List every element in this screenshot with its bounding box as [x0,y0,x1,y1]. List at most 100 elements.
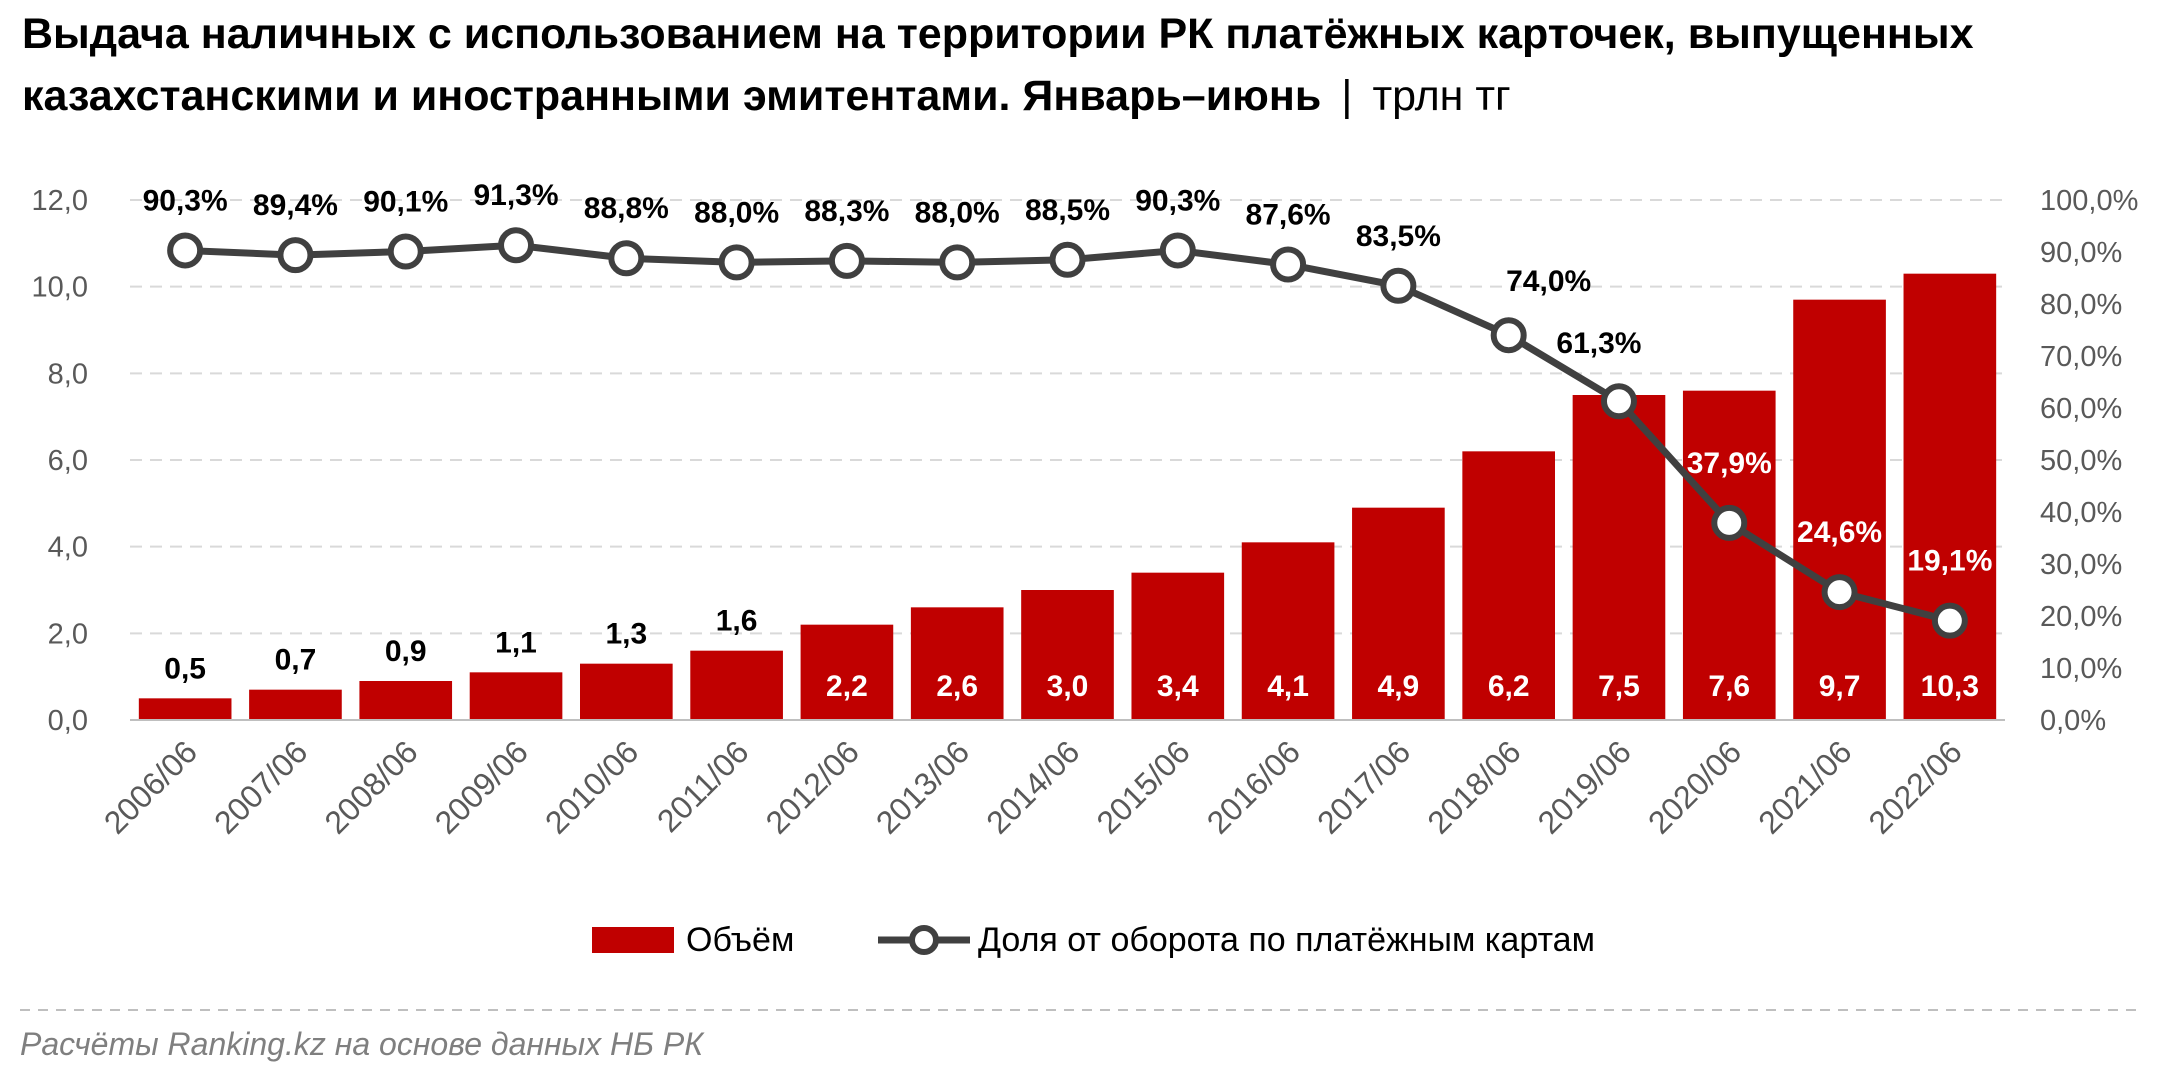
y-right-tick-label: 30,0% [2040,549,2122,581]
line-series [167,227,1968,639]
share-value-label: 19,1% [1907,545,1992,578]
share-value-label: 74,0% [1506,265,1591,298]
bar-value-label: 2,2 [826,670,868,703]
bar-value-label: 1,1 [495,626,537,659]
x-tick-label: 2015/06 [1089,733,1196,840]
x-tick-label: 2006/06 [97,733,204,840]
share-value-label: 90,3% [1135,184,1220,217]
chart-title-main: казахстанскими и иностранными эмитентами… [22,72,1321,120]
x-tick-label: 2011/06 [650,733,756,839]
share-value-label: 24,6% [1797,516,1882,549]
share-marker [1600,383,1637,420]
bar-series [138,273,1997,720]
bar [800,624,894,720]
x-tick-label: 2017/06 [1310,733,1417,840]
share-value-label: 89,4% [253,189,338,222]
share-value-label: 88,0% [915,196,1000,229]
x-tick-label: 2019/06 [1531,733,1638,840]
y-left-tick-label: 6,0 [48,445,88,477]
legend-line-label: Доля от оборота по платёжным картам [978,921,1595,959]
x-tick-label: 2020/06 [1641,733,1748,840]
y-right-tick-label: 100,0% [2040,185,2138,217]
y-left-tick-label: 2,0 [48,618,88,650]
bar-value-label: 1,6 [716,605,758,638]
bar [1462,451,1555,720]
bar-value-label: 6,2 [1488,670,1530,703]
bar [910,607,1004,720]
share-marker [939,244,976,281]
y-left-tick-label: 12,0 [32,185,88,217]
share-value-label: 91,3% [473,179,558,212]
chart-title-separator: | [1341,72,1352,120]
x-tick-label: 2013/06 [869,733,976,840]
bar-value-label: 9,7 [1819,670,1861,703]
bar-value-label: 3,4 [1157,670,1199,703]
share-marker [1821,574,1858,611]
chart-title-line-1: Выдача наличных с использованием на терр… [22,10,1974,58]
share-value-label: 88,8% [584,192,669,225]
share-marker [1490,317,1527,354]
x-tick-label: 2021/06 [1751,733,1858,840]
share-marker [1931,602,1968,639]
legend-bar-swatch [592,927,674,953]
share-marker [608,240,645,277]
y-right-tick-label: 80,0% [2040,289,2122,321]
bar-value-label: 7,6 [1708,670,1750,703]
bar [580,663,673,720]
x-tick-label: 2018/06 [1420,733,1527,840]
bar-value-label: 2,6 [936,670,978,703]
legend: Объём Доля от оборота по платёжным карта… [592,921,1595,959]
bar [359,681,453,720]
bar-value-label: 1,3 [605,618,647,651]
y-left-tick-label: 10,0 [32,272,88,304]
bar-value-label: 7,5 [1598,670,1640,703]
x-tick-label: 2016/06 [1200,733,1307,840]
y-left-tick-label: 8,0 [48,358,88,390]
bar-value-label: 4,9 [1378,670,1420,703]
x-tick-label: 2010/06 [538,733,645,840]
y-right-tick-label: 40,0% [2040,497,2122,529]
share-marker [1159,232,1196,269]
share-marker [718,244,755,281]
x-tick-label: 2014/06 [979,733,1086,840]
share-marker [498,227,535,264]
legend-line-marker [909,925,939,955]
share-marker [167,232,204,269]
y-right-tick-label: 0,0% [2040,705,2106,737]
share-marker [1380,267,1417,304]
share-value-label: 61,3% [1556,327,1641,360]
bar [1903,273,1997,720]
y-right-tick-label: 10,0% [2040,653,2122,685]
bar [469,672,563,720]
bar [690,650,783,720]
y-left-tick-label: 0,0 [48,705,88,737]
x-tick-label: 2008/06 [317,733,424,840]
y-right-tick-label: 60,0% [2040,393,2122,425]
y-left-tick-label: 4,0 [48,532,88,564]
share-marker [1711,504,1748,541]
share-marker [277,237,314,274]
share-value-label: 88,5% [1025,194,1110,227]
share-marker [387,233,424,270]
bar-value-label: 10,3 [1921,670,1979,703]
bar [1241,542,1335,720]
legend-bar-label: Объём [686,921,794,959]
bar [1131,572,1225,720]
share-value-label: 88,0% [694,196,779,229]
share-value-label: 87,6% [1246,198,1331,231]
source-note: Расчёты Ranking.kz на основе данных НБ Р… [20,1026,705,1062]
bar [1021,590,1114,720]
share-value-label: 90,3% [143,184,228,217]
x-tick-label: 2022/06 [1862,733,1969,840]
y-right-tick-label: 50,0% [2040,445,2122,477]
bar-value-label: 0,5 [164,652,206,685]
bar-value-label: 0,7 [275,644,317,677]
x-tick-label: 2012/06 [759,733,866,840]
bar [138,698,232,720]
chart-title-line-2: казахстанскими и иностранными эмитентами… [22,72,1511,120]
bar [1793,299,1886,720]
x-tick-label: 2009/06 [428,733,535,840]
x-tick-label: 2007/06 [207,733,314,840]
bar [1572,395,1666,720]
